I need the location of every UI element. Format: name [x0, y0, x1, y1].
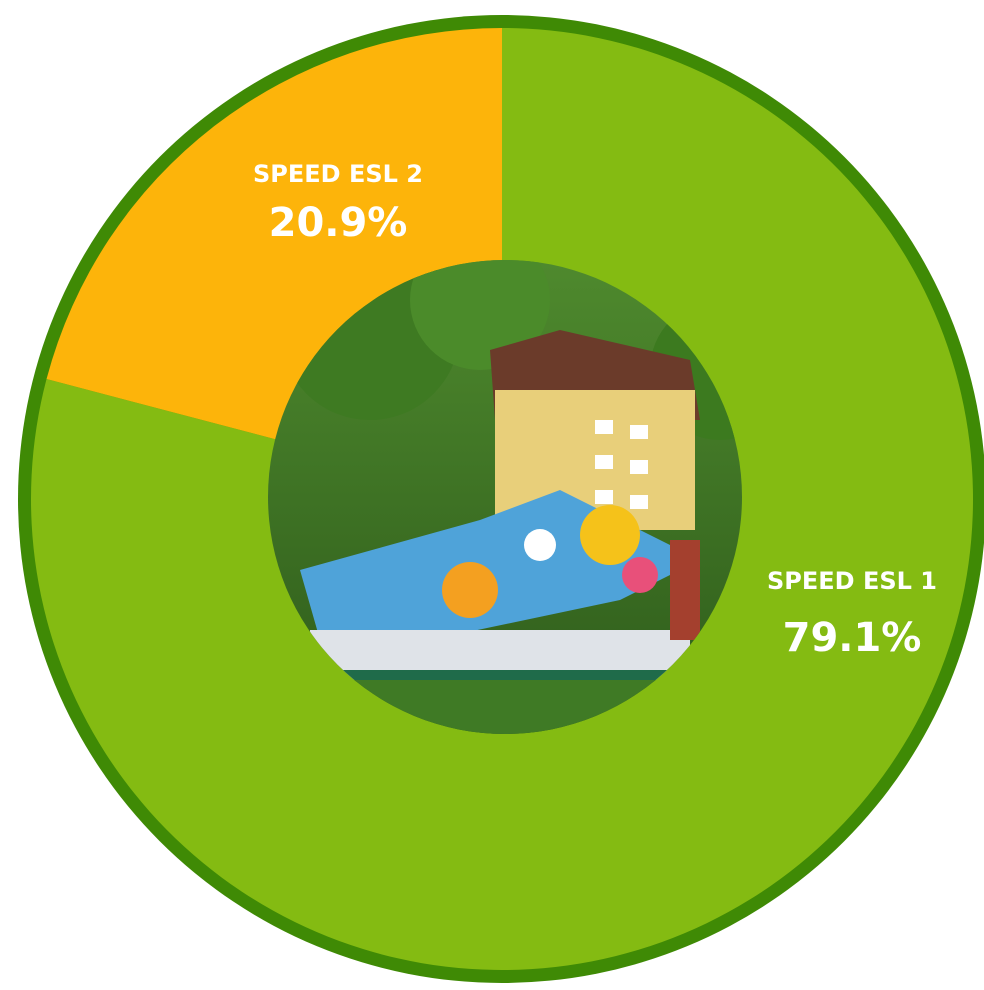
slice-name: SPEED ESL 1 [767, 567, 937, 595]
slice-value-label: 79.1% [783, 615, 922, 661]
slice-name: SPEED ESL 2 [253, 160, 423, 188]
slice-value-label: 20.9% [269, 200, 408, 246]
page: SPEED ESL 179.1%SPEED ESL 220.9% (() => … [0, 0, 984, 990]
chart: SPEED ESL 1 79.1% SPEED ESL 2 20.9% [0, 0, 984, 990]
